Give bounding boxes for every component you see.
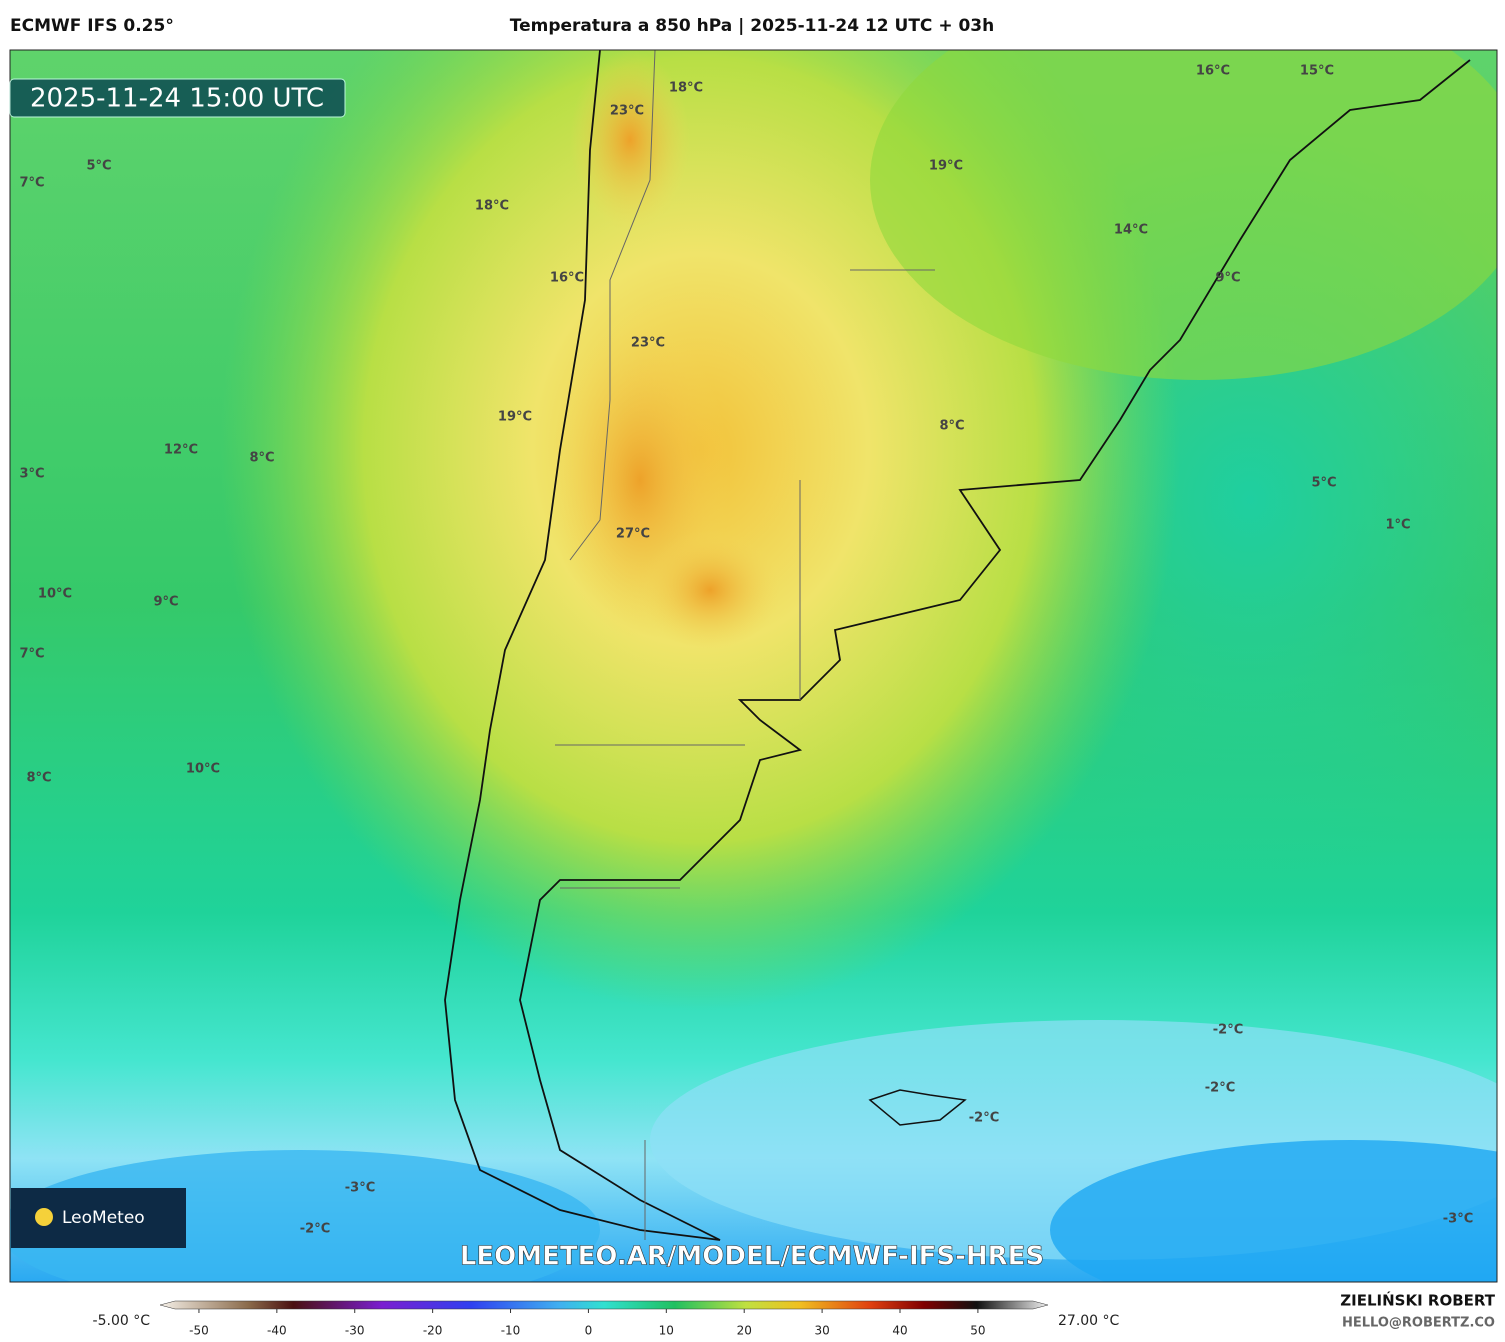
temperature-label: 16°C [1196,64,1230,79]
temperature-label: 16°C [550,271,584,286]
temperature-label: 18°C [475,199,509,214]
temperature-label: 27°C [616,527,650,542]
map-frame [9,49,1498,1283]
temperature-label: 10°C [38,587,72,602]
colorbar-max: 27.00 °C [1058,1313,1120,1329]
temperature-label: 15°C [1300,64,1334,79]
temperature-labels: 23°C 18°C 16°C 15°C 7°C 5°C 18°C 19°C 14°C 16°C 9°… [19,64,1473,1237]
model-name: ECMWF IFS 0.25° [10,16,174,36]
border [555,50,935,1240]
temperature-label: 7°C [19,647,44,662]
temperature-label: -2°C [969,1111,999,1126]
temperature-label: 8°C [26,771,51,786]
temperature-label: 10°C [186,762,220,777]
colorbar-tick-label: 10 [659,1324,674,1338]
logo-sun [35,1208,53,1226]
temperature-label: 5°C [86,159,111,174]
timestamp-box [9,78,346,118]
shade [640,530,780,650]
temperature-label: 9°C [1215,271,1240,286]
temperature-label: 18°C [669,81,703,96]
colorbar-tick-label: 20 [737,1324,752,1338]
url: LEOMETEO.AR/MODEL/ECMWF-IFS-HRES [460,1242,1044,1272]
temperature-label: 14°C [1114,223,1148,238]
coastline [444,50,1471,1241]
email: HELLO@ROBERTZ.CO [1342,1316,1495,1331]
temperature-label: -3°C [1443,1212,1473,1227]
colorbar-tick-label: -30 [345,1324,365,1338]
temperature-label: -2°C [1213,1023,1243,1038]
shade [10,1150,600,1282]
temperature-label: 5°C [1311,476,1336,491]
logo: LeoMeteo [62,1208,145,1228]
timestamp: 2025-11-24 15:00 UTC [30,84,324,114]
colorbar-min: -5.00 °C [93,1313,151,1329]
temperature-label: -2°C [1205,1081,1235,1096]
colorbar-tick-label: -10 [501,1324,521,1338]
map-title: Temperatura a 850 hPa | 2025-11-24 12 UT… [510,16,995,36]
temperature-label: 7°C [19,176,44,191]
shade [1050,1140,1497,1282]
colorbar-tick-label: 40 [892,1324,907,1338]
temperature-label: 12°C [164,443,198,458]
colorbar [159,1300,1049,1310]
temperature-label: 3°C [19,467,44,482]
colorbar-tick-label: 50 [970,1324,985,1338]
temperature-label: 8°C [249,451,274,466]
temperature-label: 23°C [610,104,644,119]
temperature-label: 1°C [1385,518,1410,533]
colorbar-tick-label: -20 [423,1324,443,1338]
coastline [868,1089,967,1126]
temperature-label: -3°C [345,1181,375,1196]
colorbar-tick-label: 0 [585,1324,593,1338]
shade [870,50,1497,380]
colorbar-tick-label: 30 [814,1324,829,1338]
temperature-label: 19°C [929,159,963,174]
temperature-label: 23°C [631,336,665,351]
temperature-label: 9°C [153,595,178,610]
colorbar-tick-label: -40 [267,1324,287,1338]
shade [570,50,690,230]
temperature-label: 8°C [939,419,964,434]
colorbar-tick-label: -50 [189,1324,209,1338]
colorbar-ticks: -50 -40 -30 -20 -10 0 10 20 30 40 50 [189,1309,986,1338]
author: ZIELIŃSKI ROBERT [1340,1291,1495,1310]
temperature-label: -2°C [300,1222,330,1237]
temperature-label: 19°C [498,410,532,425]
